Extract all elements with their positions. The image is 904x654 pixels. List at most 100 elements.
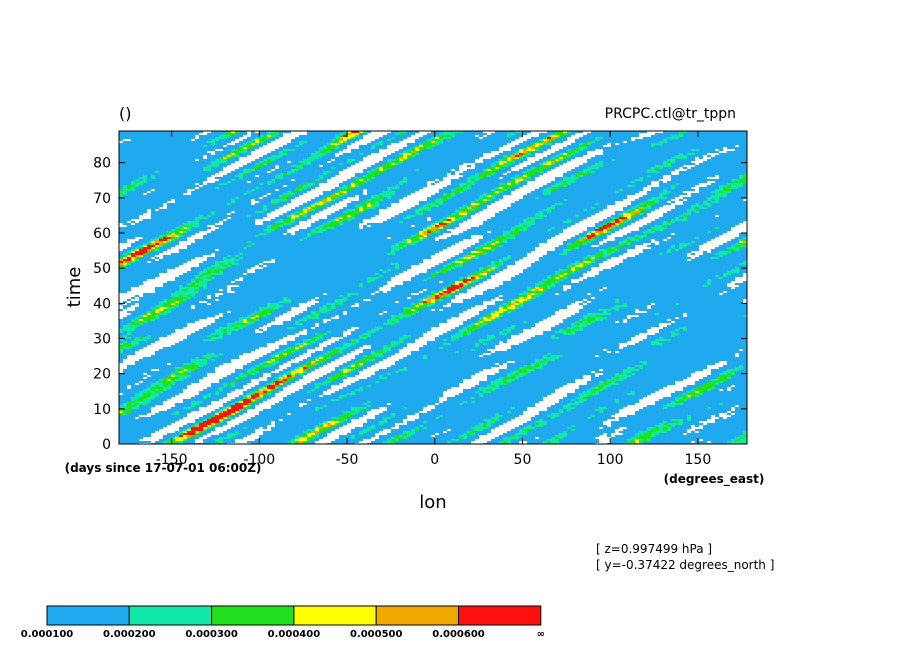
heatmap-cell bbox=[387, 203, 391, 205]
heatmap-cell bbox=[227, 139, 231, 141]
heatmap-cell bbox=[703, 135, 707, 137]
heatmap-cell bbox=[171, 161, 175, 163]
heatmap-cell bbox=[619, 193, 623, 195]
heatmap-cell bbox=[735, 163, 739, 165]
heatmap-cell bbox=[231, 183, 235, 185]
heatmap-cell bbox=[635, 177, 639, 179]
heatmap-cell bbox=[283, 203, 287, 205]
heatmap-cell bbox=[507, 167, 511, 169]
heatmap-cell bbox=[707, 175, 711, 177]
heatmap-cell bbox=[695, 169, 699, 171]
heatmap-cell bbox=[579, 131, 583, 133]
heatmap-cell bbox=[123, 133, 127, 135]
heatmap-cell bbox=[399, 151, 403, 153]
heatmap-cell bbox=[467, 139, 471, 141]
heatmap-cell bbox=[667, 203, 671, 205]
heatmap-cell bbox=[151, 133, 155, 135]
heatmap-cell bbox=[727, 165, 731, 167]
heatmap-cell bbox=[267, 181, 271, 183]
heatmap-cell bbox=[239, 203, 243, 205]
heatmap-cell bbox=[275, 171, 279, 173]
heatmap-cell bbox=[155, 149, 159, 151]
heatmap-cell bbox=[379, 143, 383, 145]
heatmap-cell bbox=[667, 171, 671, 173]
heatmap-cell bbox=[611, 175, 615, 177]
heatmap-cell bbox=[563, 183, 567, 185]
heatmap-cell bbox=[139, 189, 143, 191]
heatmap-cell bbox=[199, 165, 203, 167]
heatmap-cell bbox=[383, 169, 387, 171]
heatmap-cell bbox=[379, 183, 383, 185]
heatmap-cell bbox=[355, 193, 359, 195]
heatmap-cell bbox=[243, 175, 247, 177]
heatmap-cell bbox=[691, 147, 695, 149]
heatmap-cell bbox=[467, 201, 471, 203]
heatmap-cell bbox=[575, 175, 579, 177]
heatmap-cell bbox=[611, 197, 615, 199]
heatmap-cell bbox=[423, 147, 427, 149]
heatmap-cell bbox=[299, 183, 303, 185]
heatmap-cell bbox=[251, 177, 255, 179]
heatmap-cell bbox=[155, 157, 159, 159]
heatmap-cell bbox=[123, 179, 127, 181]
heatmap-cell bbox=[731, 189, 735, 191]
heatmap-cell bbox=[187, 169, 191, 171]
heatmap-cell bbox=[403, 169, 407, 171]
heatmap-cell bbox=[555, 201, 559, 203]
heatmap-cell bbox=[227, 163, 231, 165]
heatmap-cell bbox=[731, 163, 735, 165]
heatmap-cell bbox=[531, 153, 535, 155]
heatmap-cell bbox=[171, 167, 175, 169]
heatmap-cell bbox=[259, 163, 263, 165]
heatmap-cell bbox=[731, 141, 735, 143]
heatmap-cell bbox=[211, 171, 215, 173]
heatmap-cell bbox=[399, 131, 403, 133]
heatmap-cell bbox=[515, 147, 519, 149]
heatmap-cell bbox=[347, 155, 351, 157]
heatmap-cell bbox=[391, 195, 395, 197]
heatmap-cell bbox=[219, 185, 223, 187]
heatmap-cell bbox=[555, 181, 559, 183]
heatmap-cell bbox=[395, 157, 399, 159]
heatmap-cell bbox=[343, 161, 347, 163]
heatmap-cell bbox=[139, 175, 143, 177]
heatmap-cell bbox=[311, 145, 315, 147]
heatmap-cell bbox=[731, 167, 735, 169]
heatmap-cell bbox=[435, 153, 439, 155]
heatmap-cell bbox=[247, 165, 251, 167]
heatmap-cell bbox=[175, 175, 179, 177]
heatmap-cell bbox=[607, 173, 611, 175]
heatmap-cell bbox=[335, 167, 339, 169]
heatmap-cell bbox=[219, 165, 223, 167]
heatmap-cell bbox=[175, 177, 179, 179]
heatmap-cell bbox=[659, 185, 663, 187]
heatmap-cell bbox=[363, 145, 367, 147]
heatmap-cell bbox=[587, 167, 591, 169]
heatmap-cell bbox=[327, 173, 331, 175]
heatmap-cell bbox=[663, 191, 667, 193]
heatmap-cell bbox=[155, 165, 159, 167]
heatmap-cell bbox=[219, 163, 223, 165]
heatmap-cell bbox=[203, 203, 207, 205]
heatmap-cell bbox=[579, 189, 583, 191]
heatmap-cell bbox=[203, 161, 207, 163]
heatmap-cell bbox=[131, 139, 135, 141]
heatmap-cell bbox=[667, 183, 671, 185]
heatmap-cell bbox=[139, 185, 143, 187]
heatmap-cell bbox=[311, 199, 315, 201]
heatmap-cell bbox=[583, 165, 587, 167]
heatmap-cell bbox=[703, 177, 707, 179]
heatmap-cell bbox=[579, 203, 583, 205]
heatmap-cell bbox=[611, 163, 615, 165]
heatmap-cell bbox=[551, 137, 555, 139]
heatmap-cell bbox=[683, 139, 687, 141]
heatmap-cell bbox=[559, 189, 563, 191]
heatmap-cell bbox=[727, 167, 731, 169]
heatmap-cell bbox=[223, 187, 227, 189]
heatmap-cell bbox=[351, 163, 355, 165]
heatmap-cell bbox=[155, 185, 159, 187]
heatmap-cell bbox=[279, 131, 283, 133]
heatmap-cell bbox=[743, 203, 747, 205]
heatmap-cell bbox=[535, 165, 539, 167]
heatmap-cell bbox=[191, 203, 195, 205]
